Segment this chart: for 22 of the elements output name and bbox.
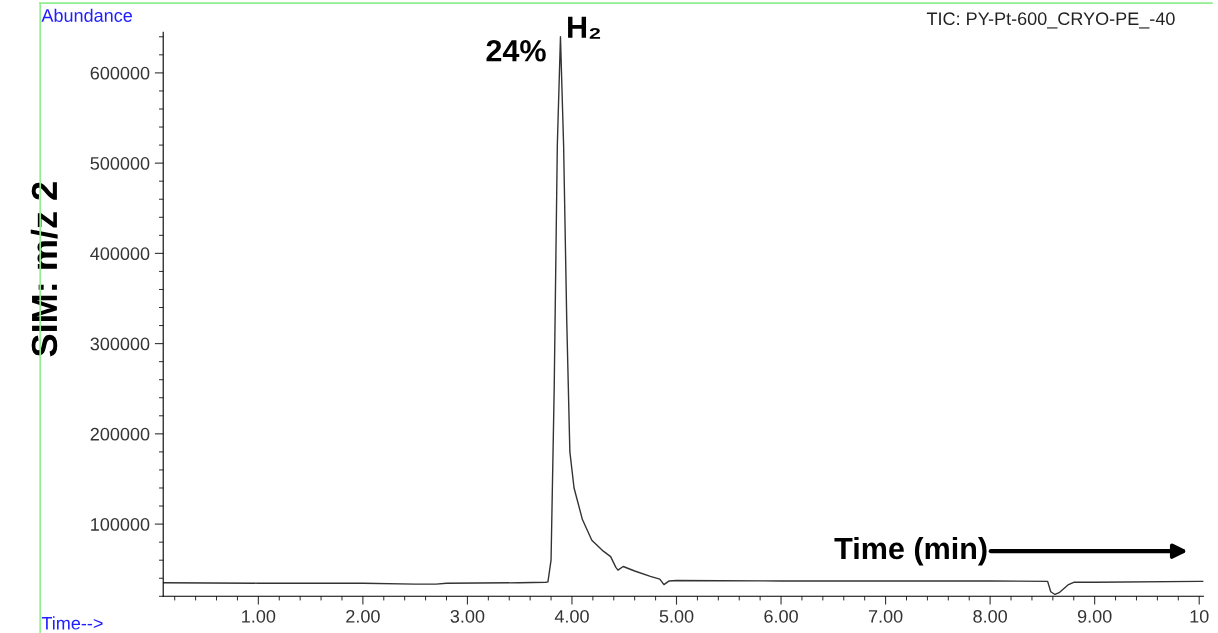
chart-title: TIC: PY-Pt-600_CRYO-PE_-40 (926, 12, 1175, 29)
x-tick-label: 4.00 (554, 609, 589, 623)
annotation: 24% (486, 40, 546, 62)
y-tick-label: 100000 (91, 518, 150, 531)
x-tick-label: 5.00 (659, 609, 694, 623)
y-tick-label: 600000 (90, 66, 150, 80)
y-tick-label: 400000 (90, 247, 150, 261)
x-tick-label: 2.00 (346, 609, 380, 623)
x-tick-label: 3.00 (450, 609, 485, 623)
x-tick-label: 6.00 (764, 609, 798, 623)
y-tick-label: 300000 (90, 337, 150, 351)
x-tick-label: 1.00 (242, 609, 276, 623)
text: Time--> (41, 616, 103, 630)
annotation: Time (min) (834, 536, 987, 566)
y-tick-label: 200000 (90, 427, 150, 441)
x-tick-label: 7.00 (868, 609, 903, 623)
x-tick-label: 10 (1190, 609, 1209, 623)
annotation: H₂ (568, 16, 601, 39)
x-tick-label: 8.00 (973, 609, 1007, 623)
y-tick-label: 500000 (90, 157, 150, 170)
x-tick-label: 9.00 (1077, 609, 1112, 623)
text: Abundance (41, 8, 132, 22)
